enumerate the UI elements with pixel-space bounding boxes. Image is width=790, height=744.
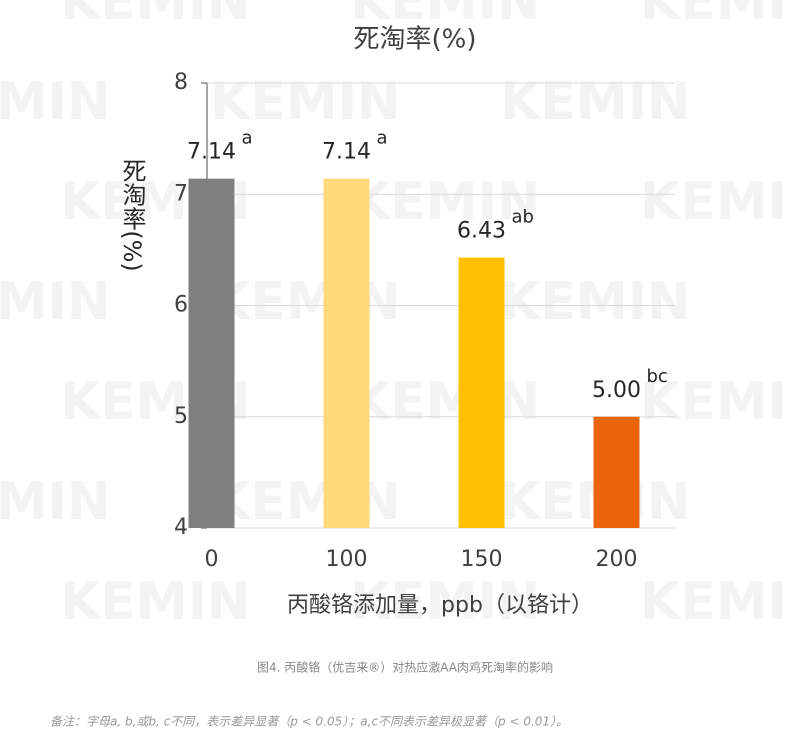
y-axis-label: 死淘率(%) — [118, 158, 146, 272]
y-tick-label: 6 — [174, 293, 188, 318]
bar — [188, 178, 235, 529]
watermark: KEMIN — [350, 172, 540, 232]
watermark: KEMIN — [350, 572, 540, 632]
watermark: KEMIN — [210, 72, 400, 132]
bar — [458, 257, 505, 528]
watermark: KEMIN — [210, 272, 400, 332]
x-tick-label: 100 — [326, 547, 368, 572]
x-axis-label: 丙酸铬添加量，ppb（以铬计） — [287, 593, 593, 618]
x-tick-label: 0 — [205, 547, 219, 572]
y-tick-label: 7 — [174, 181, 188, 206]
watermark: KEMIN — [210, 472, 400, 532]
watermark: KEMIN — [60, 0, 250, 32]
watermark-layer: KEMIN KEMIN KEMIN KEMIN KEMIN KEMIN KEMIN KEMIN… — [0, 0, 790, 632]
chart-title: 死淘率(%) — [354, 25, 477, 55]
y-tick-label: 8 — [174, 70, 188, 95]
y-tick-label: 4 — [174, 515, 188, 540]
watermark: KEMIN — [60, 572, 250, 632]
value-label: 5.00 — [592, 378, 641, 403]
x-tick-label: 150 — [461, 547, 503, 572]
watermark: KEMIN — [500, 72, 690, 132]
value-label: 6.43 — [457, 219, 506, 244]
watermark: KEMIN — [640, 572, 790, 632]
bar — [323, 178, 370, 529]
watermark: KEMIN — [350, 0, 540, 32]
caption: 图4. 丙酸铬（优吉来®）对热应激AA肉鸡死淘率的影响 — [257, 660, 553, 675]
bar — [593, 416, 640, 528]
y-tick-label: 5 — [174, 404, 188, 429]
value-label: 7.14 — [322, 140, 371, 165]
watermark: KEMIN — [0, 472, 110, 532]
significance-letter: ab — [512, 207, 534, 228]
significance-letter: a — [377, 128, 388, 149]
x-tick-label: 200 — [596, 547, 638, 572]
watermark: KEMIN — [640, 0, 790, 32]
watermark: KEMIN — [0, 272, 110, 332]
watermark: KEMIN — [0, 72, 110, 132]
watermark: KEMIN — [640, 372, 790, 432]
significance-letter: bc — [647, 366, 668, 387]
watermark: KEMIN — [640, 172, 790, 232]
watermark: KEMIN — [500, 272, 690, 332]
note: 备注：字母a, b,或b, c不同，表示差异显著（p < 0.05）；a,c不同… — [50, 715, 568, 729]
value-label: 7.14 — [187, 140, 236, 165]
watermark: KEMIN — [350, 372, 540, 432]
significance-letter: a — [242, 128, 253, 149]
